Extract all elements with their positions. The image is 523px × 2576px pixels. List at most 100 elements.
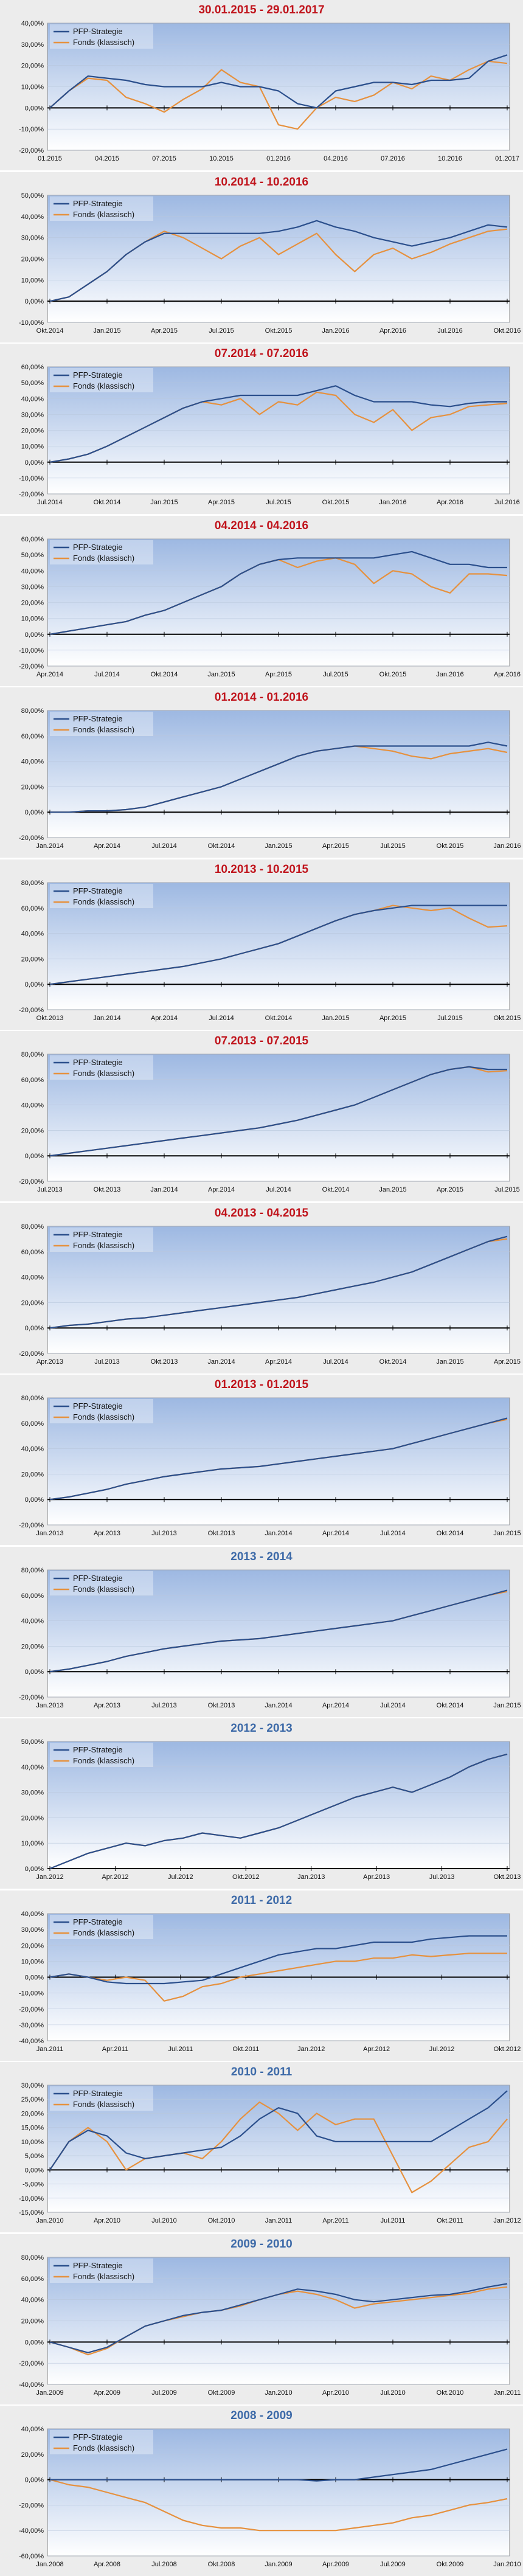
line-chart: -20,00% -10,00% 0,00% 10,00% 20,00% 30,00% 40,… [19,20,519,162]
legend-box [50,1571,153,1595]
y-tick-label: 40,00% [21,2297,44,2304]
chart-panel: 2010 - 2011 -15,00% -10,00% -5,00% 0,00% 5,00… [0,2062,523,2232]
chart-title: 01.2014 - 01.2016 [214,691,309,704]
x-tick-label: Jan.2015 [493,1702,521,1709]
x-tick-label: Jul.2013 [429,1873,455,1881]
y-tick-label: -20,00% [19,663,44,670]
x-tick-label: Okt.2012 [494,2046,521,2053]
x-tick-label: Apr.2016 [494,671,521,678]
plot-area [47,710,510,838]
x-tick-label: Jul.2016 [494,499,520,506]
line-chart: -15,00% -10,00% -5,00% 0,00% 5,00% 10,00% 15,0… [19,2082,521,2224]
legend-label: PFP-Strategie [73,199,123,208]
chart-title: 2010 - 2011 [230,2066,293,2078]
legend-label: Fonds (klassisch) [73,1069,134,1078]
x-tick-label: Apr.2009 [94,2389,120,2397]
x-tick-label: Jul.2014 [380,1530,406,1537]
chart-title: 2011 - 2012 [230,1894,293,1907]
y-tick-label: 80,00% [21,2254,44,2262]
line-chart: -60,00% -40,00% -20,00% 0,00% 20,00% 40,00% Ja… [19,2426,521,2568]
y-tick-label: 25,00% [21,2096,44,2103]
chart-title: 2009 - 2010 [230,2238,293,2251]
x-tick-label: Apr.2013 [363,1873,390,1881]
y-tick-label: 20,00% [21,1942,44,1949]
series-line-strategy [49,2283,508,2353]
y-tick-label: 60,00% [21,1249,44,1256]
chart-title: 2013 - 2014 [230,1550,293,1563]
legend-label: PFP-Strategie [73,370,123,380]
chart-panel: 2013 - 2014 -20,00% 0,00% 20,00% 40,00% 60,00… [0,1547,523,1717]
line-chart: -20,00% 0,00% 20,00% 40,00% 60,00% 80,00% Jan.… [19,707,521,850]
legend-label: Fonds (klassisch) [73,725,134,734]
x-tick-label: Jul.2012 [168,1873,193,1881]
x-tick-label: Apr.2015 [265,671,292,678]
chart-title: 04.2014 - 04.2016 [214,519,309,532]
y-tick-label: -20,00% [19,1007,44,1014]
x-tick-label: Jul.2009 [380,2561,406,2568]
x-tick-label: Jul.2014 [209,1015,234,1022]
x-tick-label: Jul.2015 [209,327,234,335]
y-tick-label: -10,00% [19,319,44,327]
chart-panel: 04.2013 - 04.2015 -20,00% 0,00% 20,00% 40,00… [0,1203,523,1373]
y-tick-label: 50,00% [21,192,44,200]
y-tick-label: 5,00% [25,2153,44,2160]
x-tick-label: Jul.2015 [380,842,406,850]
x-tick-label: Okt.2015 [322,499,350,506]
line-chart: -20,00% 0,00% 20,00% 40,00% 60,00% 80,00% Okt.… [19,880,521,1022]
legend-label: PFP-Strategie [73,1574,123,1583]
y-tick-label: -20,00% [19,491,44,498]
x-tick-label: Apr.2014 [36,671,63,678]
y-tick-label: 50,00% [21,552,44,559]
legend-box [50,196,153,221]
legend-box [50,1227,153,1252]
x-tick-label: Okt.2014 [379,1358,407,1366]
x-tick-label: Jul.2013 [151,1702,177,1709]
y-tick-label: -20,00% [19,1522,44,1529]
chart-title: 2012 - 2013 [230,1722,293,1735]
y-tick-label: 10,00% [21,1958,44,1965]
x-tick-label: Apr.2015 [437,1186,463,1193]
legend-label: Fonds (klassisch) [73,1412,134,1422]
y-tick-label: 40,00% [21,759,44,766]
y-tick-label: -20,00% [19,1350,44,1358]
x-tick-label: Jan.2014 [265,1702,292,1709]
x-tick-label: Jul.2010 [380,2389,406,2397]
x-tick-label: Jan.2015 [207,671,235,678]
x-tick-label: Okt.2014 [208,842,235,850]
y-tick-label: 10,00% [21,443,44,451]
y-tick-label: 20,00% [21,2318,44,2325]
x-tick-label: Okt.2015 [265,327,293,335]
y-tick-label: 40,00% [21,931,44,938]
y-tick-label: -10,00% [19,475,44,482]
legend-label: PFP-Strategie [73,1401,123,1411]
legend-box [50,2258,153,2283]
x-tick-label: Jan.2008 [36,2561,63,2568]
legend-label: PFP-Strategie [73,543,123,552]
y-tick-label: 40,00% [21,1911,44,1918]
line-chart: -10,00% 0,00% 10,00% 20,00% 30,00% 40,00% 50,0… [19,192,521,335]
y-tick-label: -10,00% [19,2195,44,2203]
line-chart: -20,00% -10,00% 0,00% 10,00% 20,00% 30,00% 40,… [19,364,520,506]
y-tick-label: -20,00% [19,2006,44,2013]
x-tick-label: Apr.2009 [322,2561,349,2568]
x-tick-label: Jan.2014 [207,1358,235,1366]
x-tick-label: Jan.2015 [93,327,120,335]
series-line-strategy [49,220,508,302]
x-tick-label: Okt.2014 [36,327,64,335]
legend-box [50,1055,153,1080]
series-line-strategy [49,1935,507,1985]
chart-panel: 10.2013 - 10.2015 -20,00% 0,00% 20,00% 40,00… [0,859,523,1030]
x-tick-label: 01.2015 [38,155,62,162]
y-tick-label: 30,00% [21,2082,44,2089]
x-tick-label: Okt.2013 [94,1186,121,1193]
legend-label: PFP-Strategie [73,1230,123,1239]
legend-box [50,368,153,392]
x-tick-label: Jul.2014 [94,671,120,678]
x-tick-label: Jul.2009 [151,2389,177,2397]
y-tick-label: -30,00% [19,2022,44,2029]
series-line-strategy [49,54,508,109]
